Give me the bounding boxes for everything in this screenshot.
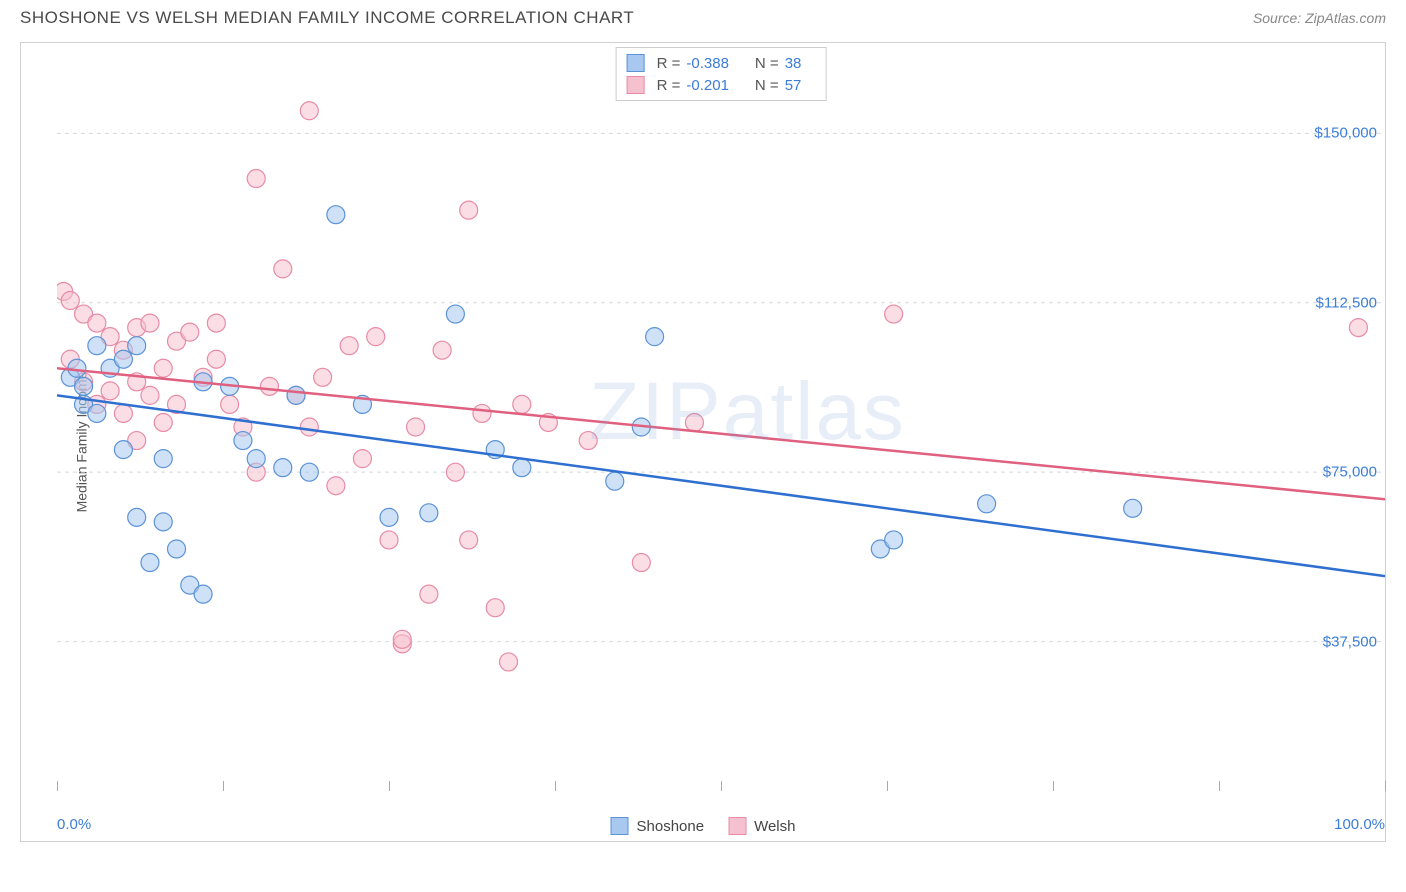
r-value-shoshone: -0.388 [686,55,729,72]
legend-item-welsh: Welsh [728,817,795,835]
x-tick [887,781,888,791]
x-tick [1219,781,1220,791]
r-value-welsh: -0.201 [686,77,729,94]
x-tick [721,781,722,791]
chart-title: SHOSHONE VS WELSH MEDIAN FAMILY INCOME C… [20,8,634,28]
n-label: N = [755,77,779,94]
x-tick [389,781,390,791]
source-label: Source: ZipAtlas.com [1253,10,1386,26]
y-tick-label: $37,500 [1323,633,1377,650]
plot-area: ZIPatlas R = -0.388 N = 38 R = -0.201 N … [57,43,1385,811]
corr-row-shoshone: R = -0.388 N = 38 [627,52,816,74]
y-tick-label: $75,000 [1323,464,1377,481]
scatter-plot-svg [57,43,1385,811]
x-tick [555,781,556,791]
y-tick-label: $112,500 [1316,294,1377,311]
swatch-welsh-icon [728,817,746,835]
legend-item-shoshone: Shoshone [611,817,705,835]
corr-row-welsh: R = -0.201 N = 57 [627,74,816,96]
r-label: R = [657,55,681,72]
x-tick-label: 0.0% [57,816,91,833]
swatch-welsh-icon [627,76,645,94]
x-tick [1385,781,1386,791]
chart-container: Median Family Income ZIPatlas R = -0.388… [20,42,1386,842]
legend-label-welsh: Welsh [754,818,795,835]
legend-label-shoshone: Shoshone [637,818,705,835]
swatch-shoshone-icon [627,54,645,72]
x-tick [57,781,58,791]
n-value-shoshone: 38 [785,55,802,72]
y-tick-label: $150,000 [1314,125,1377,142]
bottom-legend: Shoshone Welsh [611,817,796,835]
swatch-shoshone-icon [611,817,629,835]
x-tick-label: 100.0% [1334,816,1385,833]
r-label: R = [657,77,681,94]
x-tick [1053,781,1054,791]
correlation-legend: R = -0.388 N = 38 R = -0.201 N = 57 [616,47,827,101]
x-tick [223,781,224,791]
n-label: N = [755,55,779,72]
n-value-welsh: 57 [785,77,802,94]
